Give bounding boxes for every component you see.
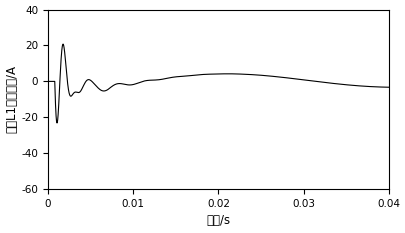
X-axis label: 时间/s: 时间/s xyxy=(206,214,230,227)
Y-axis label: 线路L1零模电流/A: 线路L1零模电流/A xyxy=(6,65,19,133)
